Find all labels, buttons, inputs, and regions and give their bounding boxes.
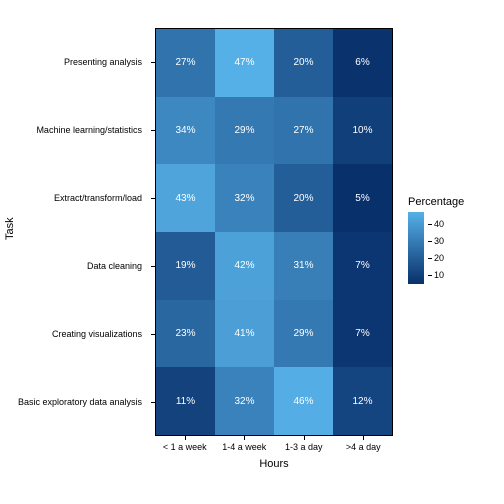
heatmap-row: 23%41%29%7% (156, 300, 392, 368)
legend-tick-label: 40 (434, 219, 444, 229)
y-axis-label: Extract/transform/load (0, 164, 149, 232)
heatmap-row: 19%42%31%7% (156, 232, 392, 300)
heatmap-cell: 20% (274, 164, 333, 232)
heatmap-cell: 7% (333, 300, 392, 368)
heatmap-cell: 42% (215, 232, 274, 300)
heatmap-cell: 41% (215, 300, 274, 368)
heatmap-cell: 29% (215, 97, 274, 165)
legend: Percentage 10 20 30 40 (408, 196, 464, 284)
heatmap-row: 34%29%27%10% (156, 97, 392, 165)
heatmap-cell: 5% (333, 164, 392, 232)
y-axis-label: Machine learning/statistics (0, 96, 149, 164)
heatmap-cell: 11% (156, 367, 215, 435)
legend-colorbar (408, 212, 424, 284)
heatmap-cell: 32% (215, 367, 274, 435)
heatmap-cell: 19% (156, 232, 215, 300)
x-axis-label: < 1 a week (155, 442, 215, 452)
y-axis-label: Data cleaning (0, 232, 149, 300)
x-axis-label: >4 a day (334, 442, 394, 452)
heatmap-cell: 10% (333, 97, 392, 165)
heatmap-cell: 27% (274, 97, 333, 165)
heatmap-cell: 31% (274, 232, 333, 300)
heatmap-row: 43%32%20%5% (156, 164, 392, 232)
heatmap-cell: 34% (156, 97, 215, 165)
heatmap-row: 27%47%20%6% (156, 29, 392, 97)
x-axis: < 1 a week1-4 a week1-3 a day>4 a day (155, 442, 393, 452)
legend-title: Percentage (408, 196, 464, 208)
heatmap-cell: 20% (274, 29, 333, 97)
heatmap-cell: 12% (333, 367, 392, 435)
y-axis-label: Presenting analysis (0, 28, 149, 96)
heatmap-panel: 27%47%20%6%34%29%27%10%43%32%20%5%19%42%… (155, 28, 393, 436)
heatmap-cell: 23% (156, 300, 215, 368)
legend-tick-label: 10 (434, 270, 444, 280)
y-axis-title: Task (4, 220, 16, 240)
y-axis-label: Basic exploratory data analysis (0, 368, 149, 436)
heatmap-cell: 47% (215, 29, 274, 97)
heatmap-row: 11%32%46%12% (156, 367, 392, 435)
heatmap-cell: 29% (274, 300, 333, 368)
heatmap-cell: 6% (333, 29, 392, 97)
y-axis-label: Creating visualizations (0, 300, 149, 368)
heatmap-cell: 46% (274, 367, 333, 435)
legend-tick-label: 20 (434, 253, 444, 263)
legend-tick-label: 30 (434, 236, 444, 246)
x-axis-label: 1-3 a day (274, 442, 334, 452)
heatmap-cell: 27% (156, 29, 215, 97)
heatmap-cell: 32% (215, 164, 274, 232)
heatmap-chart: 27%47%20%6%34%29%27%10%43%32%20%5%19%42%… (0, 0, 504, 504)
x-axis-label: 1-4 a week (215, 442, 275, 452)
x-axis-title: Hours (155, 458, 393, 470)
heatmap-cell: 43% (156, 164, 215, 232)
heatmap-cell: 7% (333, 232, 392, 300)
y-axis: Presenting analysisMachine learning/stat… (0, 28, 149, 436)
